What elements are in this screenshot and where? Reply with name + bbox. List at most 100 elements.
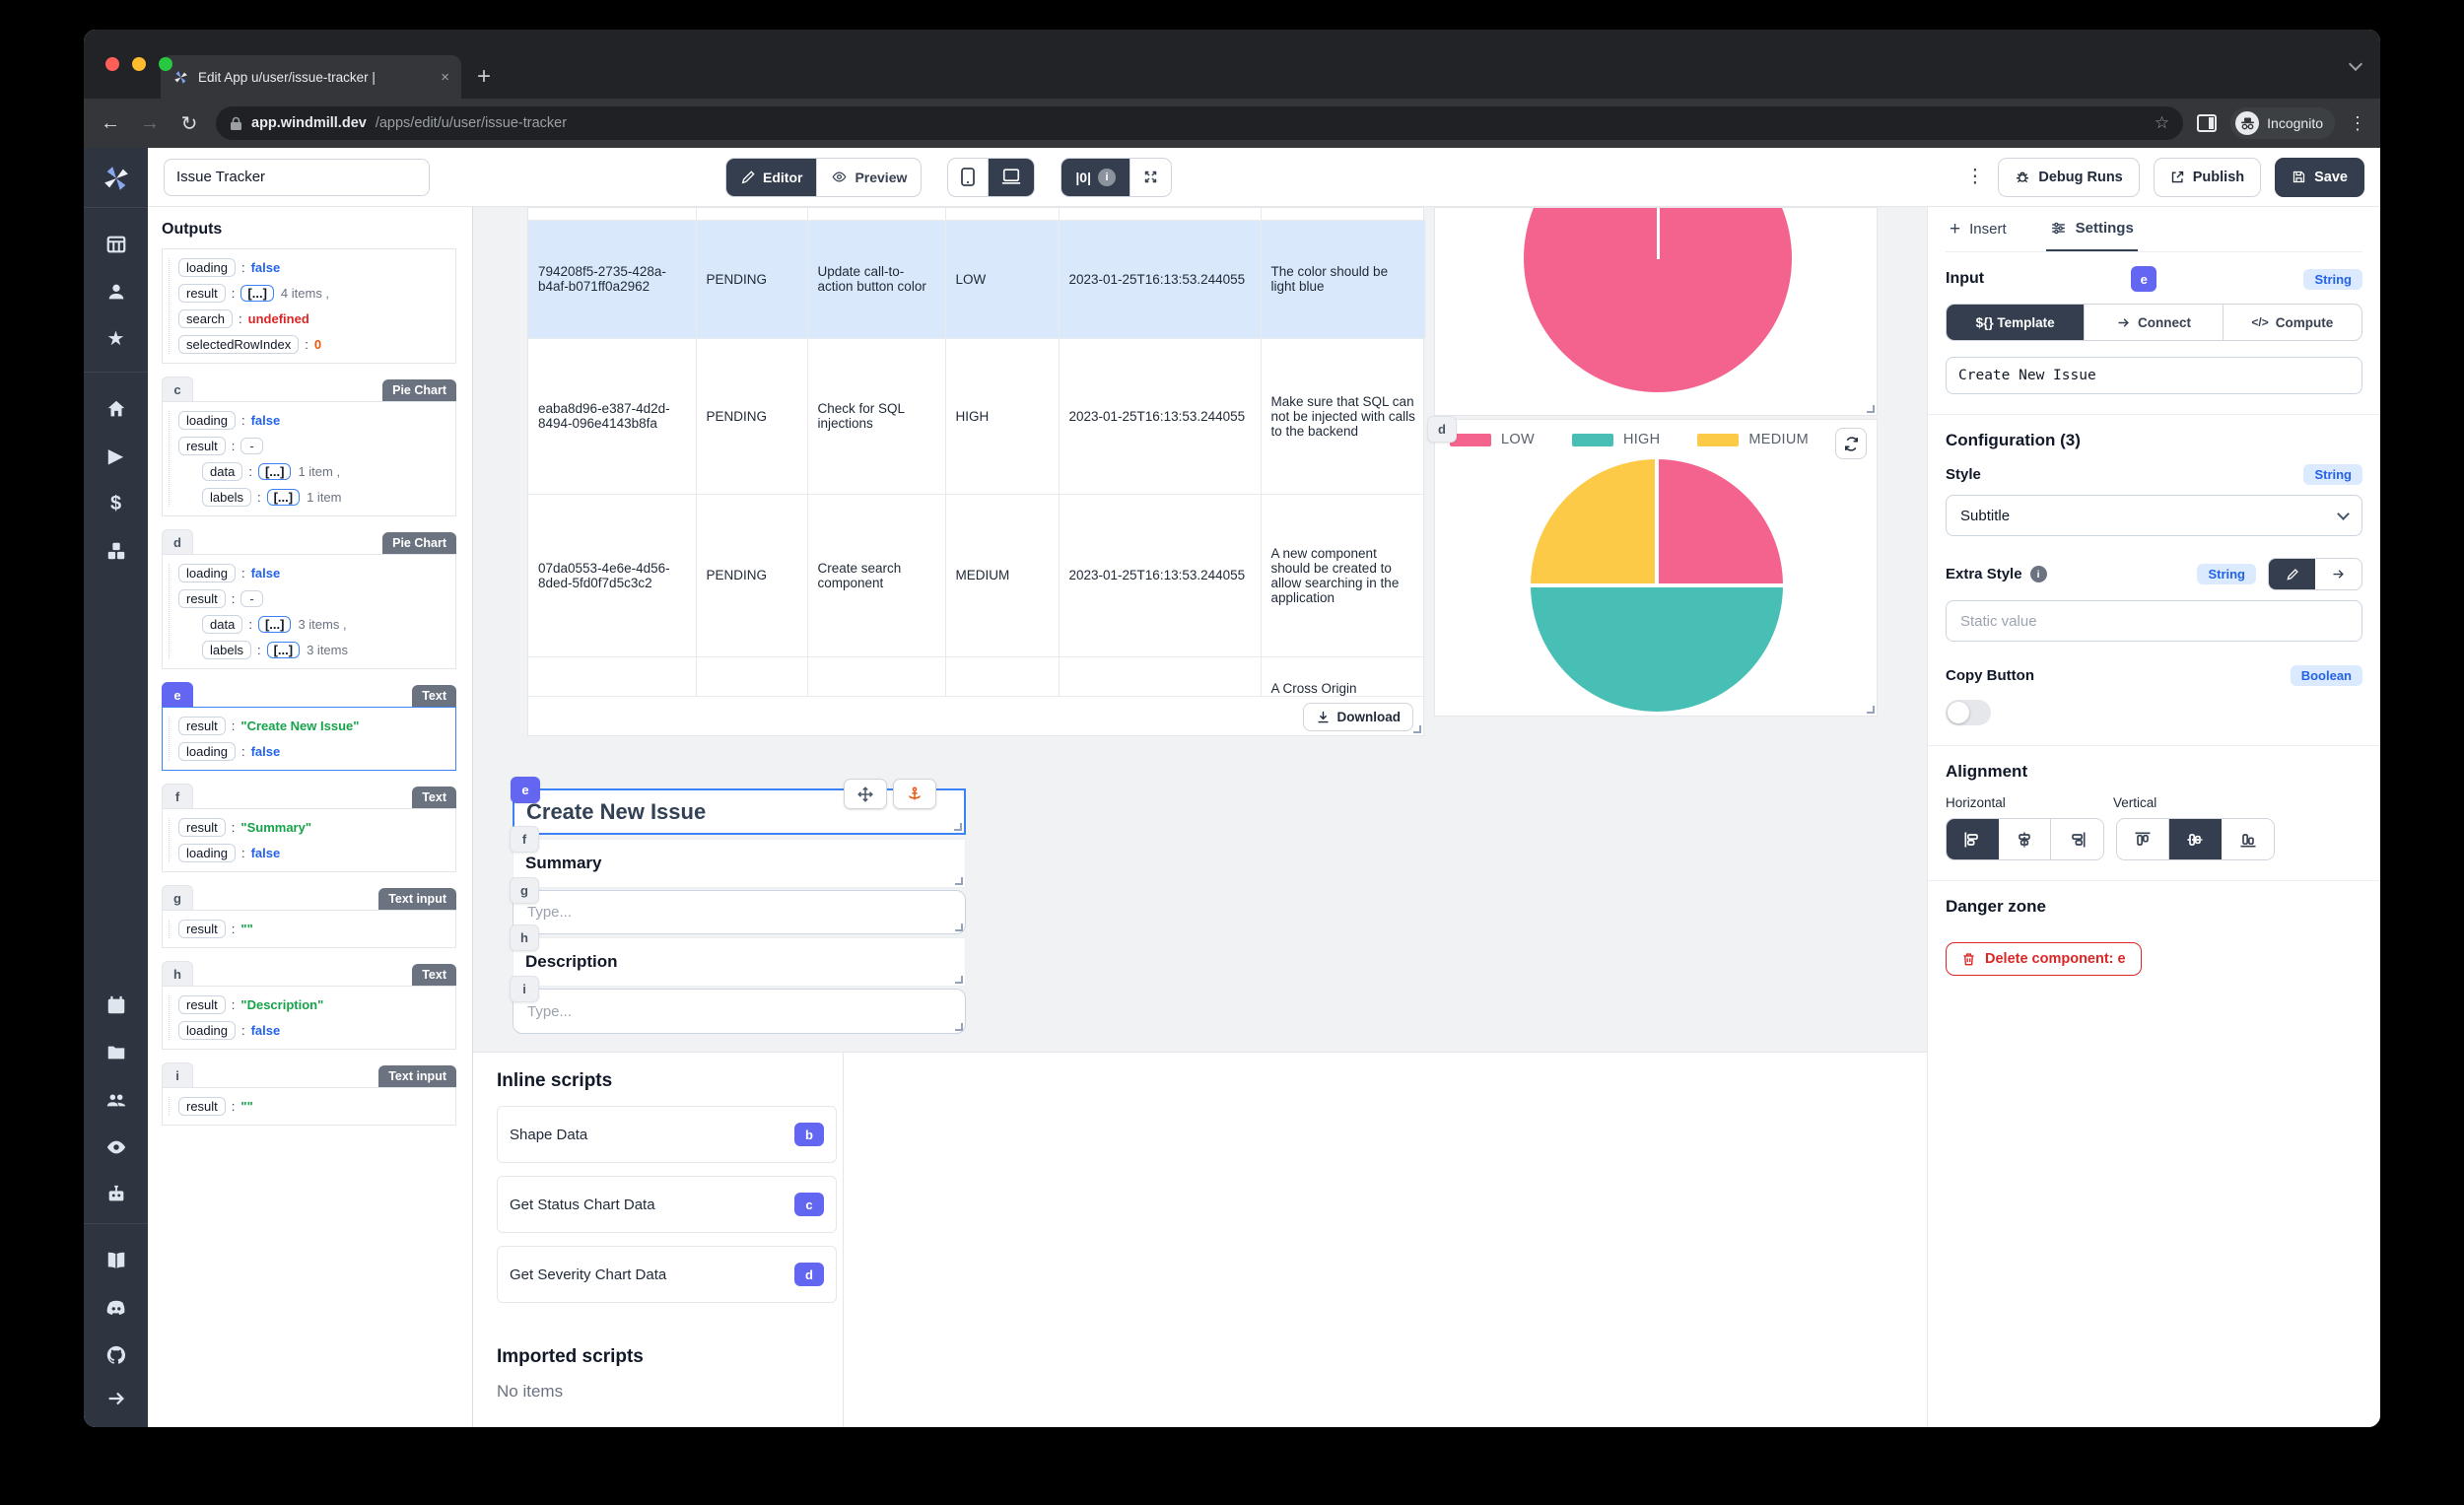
component-badge-h[interactable]: h xyxy=(510,924,539,951)
component-badge-i[interactable]: i xyxy=(510,976,539,1002)
publish-button[interactable]: Publish xyxy=(2153,157,2262,197)
fullscreen-button[interactable] xyxy=(1130,159,1171,196)
component-letter-badge[interactable]: i xyxy=(162,1062,193,1087)
align-bottom-button[interactable] xyxy=(2222,819,2274,859)
inline-script-row[interactable]: Get Status Chart Data c xyxy=(497,1176,837,1233)
copy-button-toggle[interactable] xyxy=(1946,700,1991,725)
save-button[interactable]: Save xyxy=(2275,157,2364,197)
reload-icon[interactable]: ↻ xyxy=(180,112,198,135)
forward-icon[interactable]: → xyxy=(140,111,160,134)
apps-grid-icon[interactable] xyxy=(84,234,148,255)
legend-item[interactable]: HIGH xyxy=(1571,432,1660,447)
align-right-button[interactable] xyxy=(2051,819,2103,859)
connect-mode-button[interactable]: Connect xyxy=(2085,305,2224,340)
preview-tab[interactable]: Preview xyxy=(817,159,921,196)
align-middle-button[interactable] xyxy=(2169,819,2222,859)
text-input-component-g[interactable]: g xyxy=(510,877,966,934)
tab-settings[interactable]: Settings xyxy=(2045,207,2138,251)
collapse-arrow-icon[interactable] xyxy=(84,1388,148,1409)
resize-handle[interactable] xyxy=(955,1023,963,1031)
align-center-horizontal-button[interactable] xyxy=(1999,819,2051,859)
output-row[interactable]: result: "Create New Issue" xyxy=(178,717,447,735)
output-row[interactable]: labels: [...] 1 item xyxy=(202,488,447,507)
component-badge-g[interactable]: g xyxy=(510,877,539,904)
output-row[interactable]: result: "" xyxy=(178,920,447,938)
inline-script-row[interactable]: Shape Data b xyxy=(497,1106,837,1163)
output-row[interactable]: result: - xyxy=(178,437,447,455)
output-row[interactable]: result: - xyxy=(178,589,447,608)
resize-handle[interactable] xyxy=(955,877,963,885)
output-row[interactable]: data: [...] 1 item , xyxy=(202,462,447,481)
resize-handle[interactable] xyxy=(1867,405,1875,413)
download-button[interactable]: Download xyxy=(1302,703,1413,731)
back-icon[interactable]: ← xyxy=(101,111,120,134)
maximize-window-button[interactable] xyxy=(159,57,172,71)
discord-icon[interactable] xyxy=(84,1297,148,1319)
desktop-view-button[interactable] xyxy=(989,158,1035,196)
legend-item[interactable]: MEDIUM xyxy=(1697,432,1809,447)
description-input[interactable] xyxy=(527,1002,951,1020)
resize-handle[interactable] xyxy=(955,976,963,984)
inline-script-row[interactable]: Get Severity Chart Data d xyxy=(497,1246,837,1303)
template-value-input[interactable] xyxy=(1946,357,2362,394)
robot-icon[interactable] xyxy=(84,1184,148,1205)
resize-handle[interactable] xyxy=(1413,725,1421,733)
pie-chart-c[interactable] xyxy=(1434,207,1878,416)
component-badge-d[interactable]: d xyxy=(1427,416,1457,443)
tab-search-chevron-icon[interactable] xyxy=(2348,56,2363,72)
component-letter-badge[interactable]: e xyxy=(162,682,193,707)
summary-input[interactable] xyxy=(527,904,951,921)
output-row[interactable]: search: undefined xyxy=(178,309,447,328)
move-component-button[interactable] xyxy=(844,779,887,809)
output-row[interactable]: loading: false xyxy=(178,1021,447,1040)
output-row[interactable]: loading: false xyxy=(178,564,447,582)
anchor-component-button[interactable] xyxy=(893,779,936,809)
component-letter-badge[interactable]: g xyxy=(162,885,193,910)
close-window-button[interactable] xyxy=(105,57,119,71)
user-icon[interactable] xyxy=(84,281,148,303)
book-icon[interactable] xyxy=(84,1250,148,1271)
component-letter-badge[interactable]: f xyxy=(162,784,193,808)
output-row[interactable]: loading: false xyxy=(178,742,447,761)
table-row-partial[interactable]: A Cross Origin xyxy=(528,656,1425,696)
windmill-logo[interactable] xyxy=(84,148,148,208)
compute-mode-button[interactable]: </> Compute xyxy=(2251,314,2334,330)
style-select[interactable]: Subtitle xyxy=(1946,495,2362,536)
side-panel-icon[interactable] xyxy=(2197,114,2218,132)
output-row[interactable]: result: "" xyxy=(178,1097,447,1116)
star-icon[interactable]: ★ xyxy=(106,328,125,350)
table-row[interactable]: eaba8d96-e387-4d2d-8494-096e4143b8fa PEND… xyxy=(528,338,1425,495)
output-row[interactable]: labels: [...] 3 items xyxy=(202,641,447,659)
component-letter-badge[interactable]: d xyxy=(162,529,193,554)
component-badge-f[interactable]: f xyxy=(510,826,539,853)
legend-item[interactable]: LOW xyxy=(1450,432,1535,447)
resize-handle[interactable] xyxy=(1867,706,1875,714)
output-row[interactable]: selectedRowIndex:0 xyxy=(178,335,447,354)
output-row[interactable]: loading: false xyxy=(178,844,447,862)
tab-insert[interactable]: + Insert xyxy=(1950,218,2007,239)
browser-menu-icon[interactable]: ⋮ xyxy=(2349,112,2366,133)
tab-close-icon[interactable]: × xyxy=(441,68,449,86)
app-name-input[interactable] xyxy=(164,158,430,196)
debug-runs-button[interactable]: Debug Runs xyxy=(1998,157,2140,197)
extra-style-input[interactable] xyxy=(1946,600,2362,642)
resize-handle[interactable] xyxy=(955,924,963,931)
users-icon[interactable] xyxy=(84,1089,148,1111)
output-row[interactable]: data: [...] 3 items , xyxy=(202,615,447,634)
minimize-window-button[interactable] xyxy=(132,57,146,71)
calendar-icon[interactable] xyxy=(84,994,148,1016)
component-letter-badge[interactable]: c xyxy=(162,376,193,401)
connect-arrow-button[interactable] xyxy=(2315,559,2361,589)
home-icon[interactable] xyxy=(84,398,148,420)
delete-component-button[interactable]: Delete component: e xyxy=(1946,942,2142,976)
output-row[interactable]: loading: false xyxy=(178,258,447,277)
browser-tab[interactable]: Edit App u/user/issue-tracker | × xyxy=(161,55,461,99)
template-mode-button[interactable]: ${} Template xyxy=(1947,305,2086,340)
toolbar-menu-icon[interactable]: ⋮ xyxy=(1965,167,1985,187)
bookmark-star-icon[interactable]: ☆ xyxy=(2154,113,2170,132)
output-row[interactable]: result: [...] 4 items , xyxy=(178,284,447,303)
console-counter-button[interactable]: |0| i xyxy=(1061,158,1131,196)
align-left-button[interactable] xyxy=(1947,819,1999,859)
resize-handle[interactable] xyxy=(954,823,962,831)
component-badge-e[interactable]: e xyxy=(511,777,540,803)
